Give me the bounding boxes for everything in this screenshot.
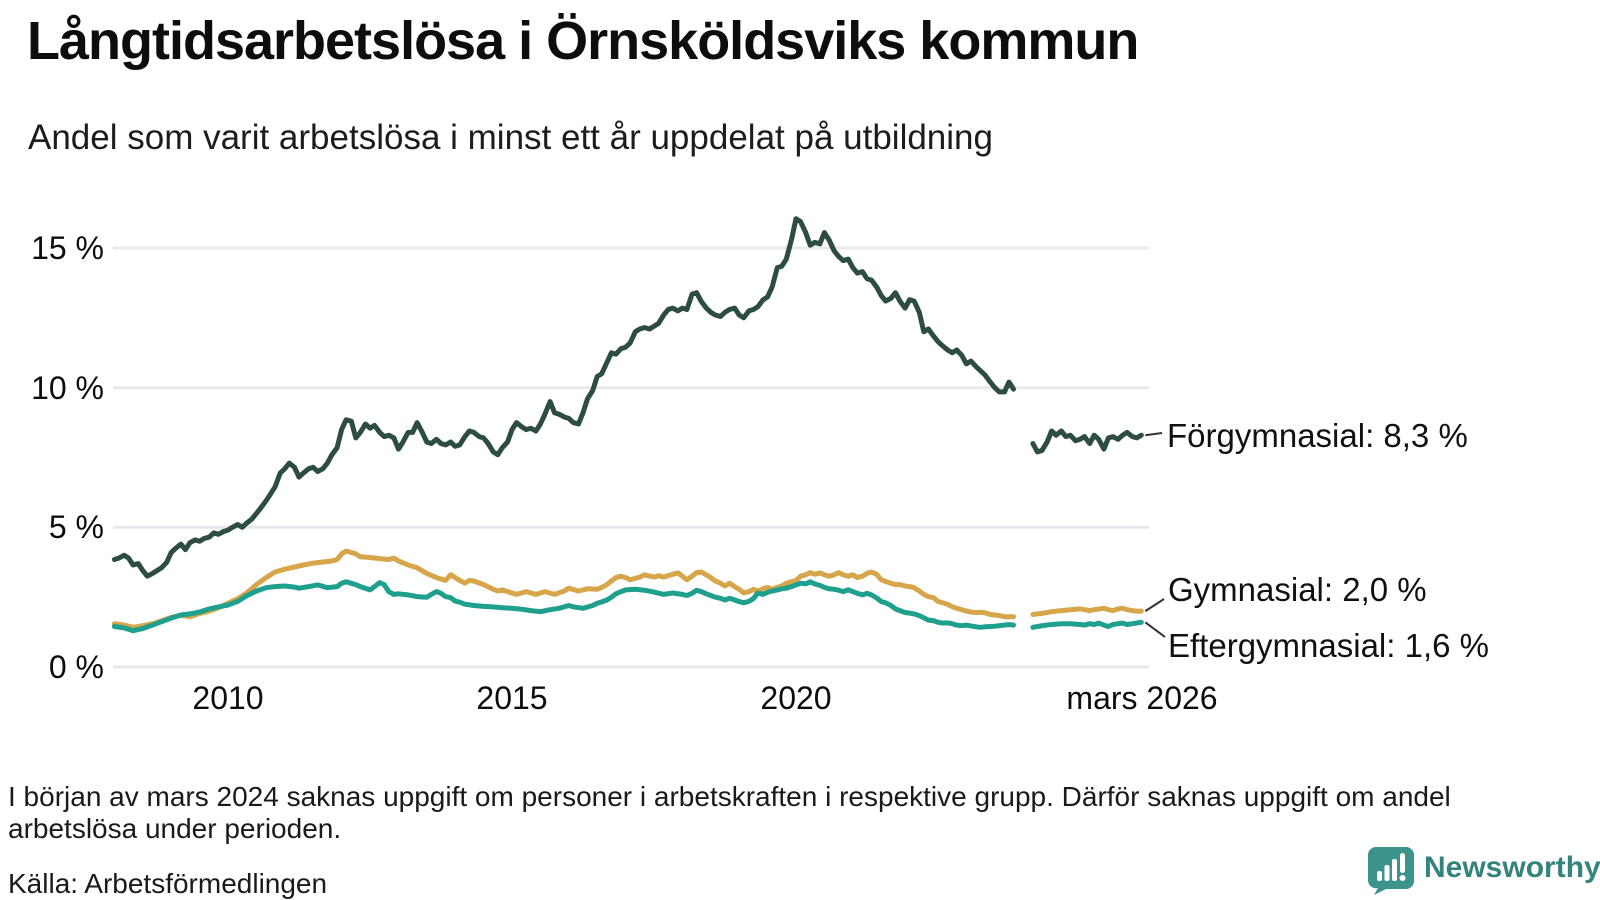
y-tick-label: 5 %: [48, 509, 104, 545]
series-end-label-forgymnasial: Förgymnasial: 8,3 %: [1167, 417, 1468, 454]
y-tick-label: 0 %: [48, 649, 104, 685]
footnote-gap-note: I början av mars 2024 saknas uppgift om …: [8, 781, 1451, 844]
series-end-label-eftergymnasial: Eftergymnasial: 1,6 %: [1168, 627, 1489, 664]
x-tick-label: mars 2026: [1066, 680, 1218, 716]
y-tick-label: 10 %: [31, 370, 104, 406]
series-line-eftergymnasial: [1030, 619, 1144, 630]
logo-bar-small: [1377, 871, 1382, 881]
label-leader-line: [1145, 432, 1163, 437]
series-line-gymnasial: [111, 548, 1016, 630]
footnote-source: Källa: Arbetsförmedlingen: [8, 868, 328, 899]
page-subtitle: Andel som varit arbetslösa i minst ett å…: [28, 118, 993, 157]
newsworthy-wordmark: Newsworthy: [1424, 851, 1600, 884]
series-line-förgymnasial: [111, 216, 1016, 579]
series-line-eftergymnasial: [111, 579, 1016, 634]
series-line-gymnasial: [1030, 605, 1144, 617]
x-tick-label: 2010: [192, 680, 264, 716]
logo-bubble-shape: [1368, 847, 1414, 895]
x-tick-label: 2015: [476, 680, 548, 716]
label-leader-line: [1144, 598, 1165, 612]
logo-bar-large: [1392, 859, 1397, 881]
newsworthy-logo-icon: [1368, 847, 1414, 895]
logo-bar-medium: [1384, 865, 1390, 881]
label-leader-line: [1144, 621, 1166, 638]
newsworthy-logo: Newsworthy: [1366, 845, 1600, 895]
x-tick-label: 2020: [760, 680, 832, 716]
logo-exclamation-bar: [1400, 853, 1405, 873]
series-line-förgymnasial: [1030, 428, 1144, 455]
logo-exclamation-dot: [1399, 875, 1406, 881]
series-end-label-gymnasial: Gymnasial: 2,0 %: [1168, 571, 1427, 608]
y-tick-label: 15 %: [31, 230, 104, 266]
page-title: Långtidsarbetslösa i Örnsköldsviks kommu…: [27, 11, 1139, 71]
